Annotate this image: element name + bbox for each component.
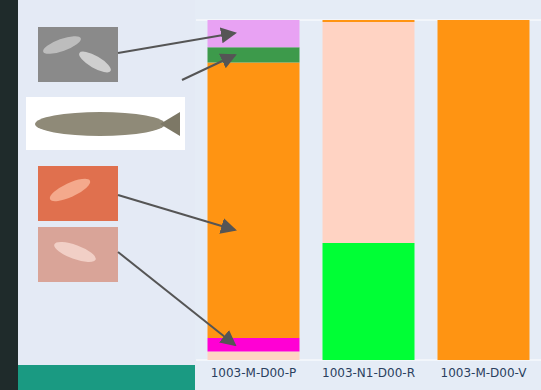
svg-text:1003-M-D00-P: 1003-M-D00-P xyxy=(211,366,297,380)
svg-text:1003-M-D00-V: 1003-M-D00-V xyxy=(441,366,528,380)
svg-text:1003-N1-D00-R: 1003-N1-D00-R xyxy=(322,366,415,380)
